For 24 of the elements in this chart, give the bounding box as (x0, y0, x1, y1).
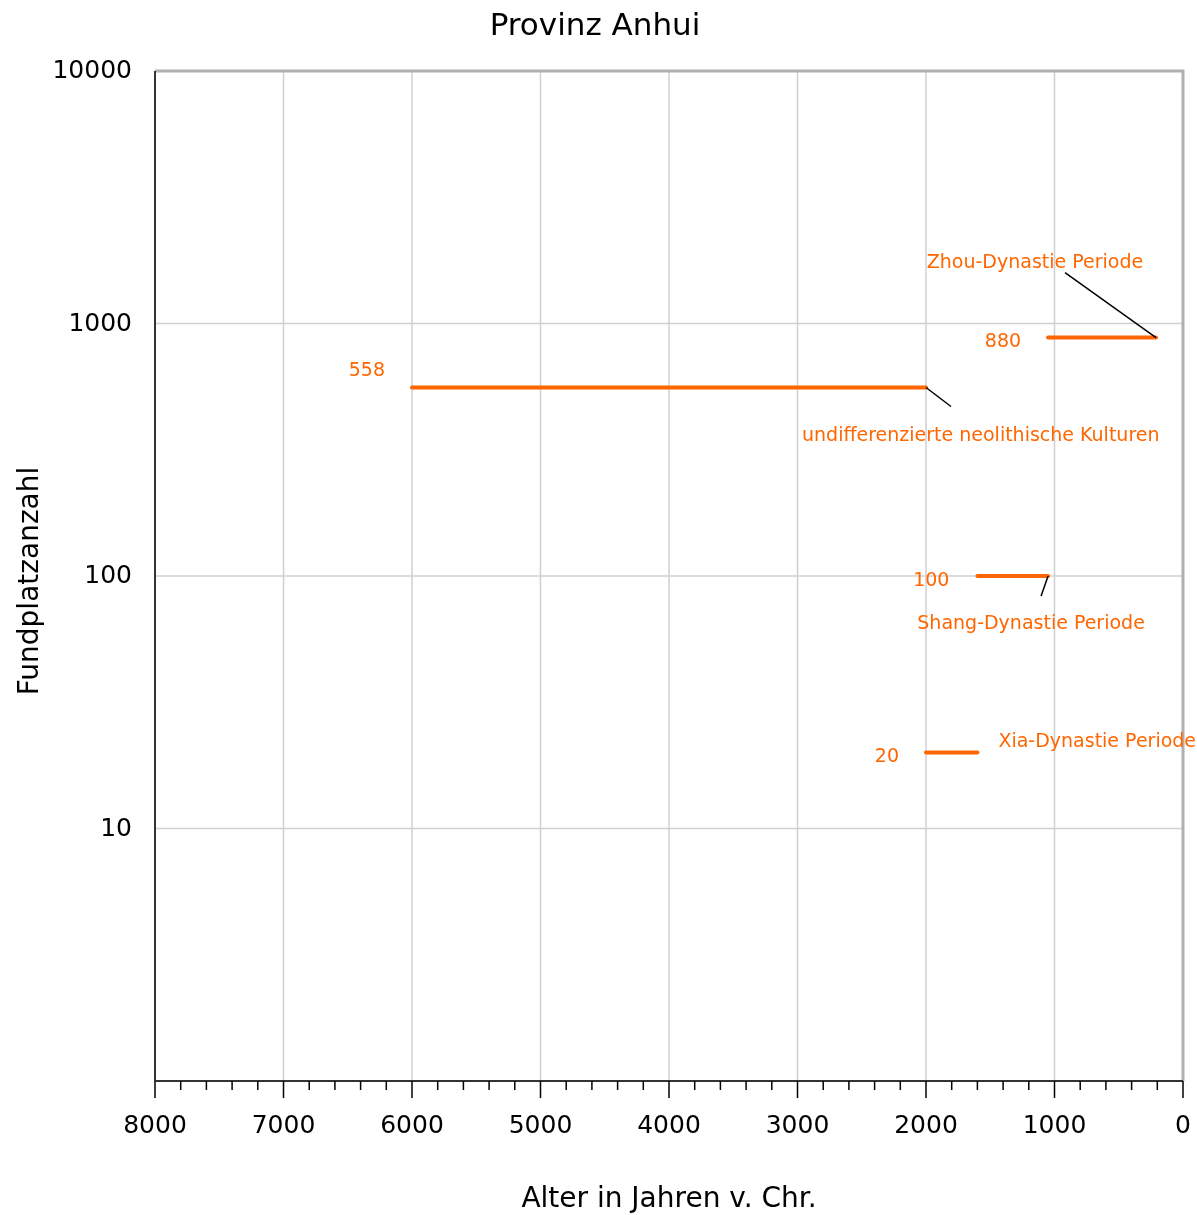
y-tick-label: 1000 (68, 307, 132, 337)
x-tick-label: 3000 (765, 1110, 830, 1139)
y-tick-label: 10000 (52, 55, 132, 84)
y-tick-label: 10 (100, 812, 132, 842)
x-tick-label: 4000 (637, 1110, 701, 1139)
x-tick-label: 7000 (251, 1110, 316, 1139)
x-tick-label: 5000 (508, 1110, 573, 1139)
x-tick-label: 1000 (1022, 1110, 1087, 1139)
chart-title: Provinz Anhui (489, 6, 701, 42)
data-label: 20 (874, 743, 899, 766)
text: Shang-Dynastie Periode (917, 610, 1145, 633)
x-tick-label: 8000 (123, 1110, 187, 1139)
x-tick-label: 0 (1175, 1110, 1191, 1139)
series-label: Xia-Dynastie Periode (998, 728, 1197, 751)
series-label: undifferenzierte neolithische Kulturen (802, 422, 1160, 445)
x-axis-title: Alter in Jahren v. Chr. (521, 1181, 817, 1214)
data-label: 100 (913, 567, 950, 590)
data-label: 558 (348, 357, 385, 380)
x-tick-label: 6000 (380, 1110, 444, 1139)
data-label: 880 (984, 329, 1022, 352)
y-tick-label: 100 (84, 560, 132, 589)
text: Zhou-Dynastie Periode (926, 250, 1144, 273)
x-tick-label: 2000 (894, 1110, 958, 1139)
y-axis-title: Fundplatzanzahl (12, 466, 45, 696)
